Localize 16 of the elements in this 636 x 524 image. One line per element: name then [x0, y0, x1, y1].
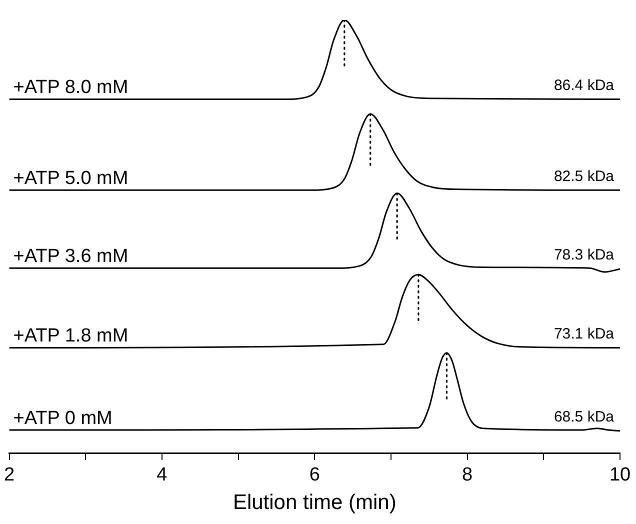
- x-tick-label: 10: [609, 464, 631, 486]
- annotation: 78.3 kDa: [554, 246, 615, 264]
- series-label: +ATP 3.6 mM: [13, 246, 128, 267]
- series-label: +ATP 1.8 mM: [13, 326, 128, 347]
- series-label: +ATP 8.0 mM: [13, 76, 128, 98]
- annotation: 86.4 kDa: [554, 76, 615, 94]
- x-axis-title: Elution time (min): [232, 491, 396, 514]
- annotation: 68.5 kDa: [554, 408, 615, 426]
- series-label: +ATP 5.0 mM: [13, 168, 128, 189]
- series-label: +ATP 0 mM: [13, 408, 112, 429]
- annotation: 73.1 kDa: [554, 325, 615, 342]
- annotation: 82.5 kDa: [554, 168, 615, 185]
- x-tick-label: 8: [462, 464, 473, 486]
- x-tick-label: 4: [156, 464, 168, 486]
- x-tick-label: 6: [309, 464, 320, 486]
- x-tick-label: 2: [4, 464, 15, 486]
